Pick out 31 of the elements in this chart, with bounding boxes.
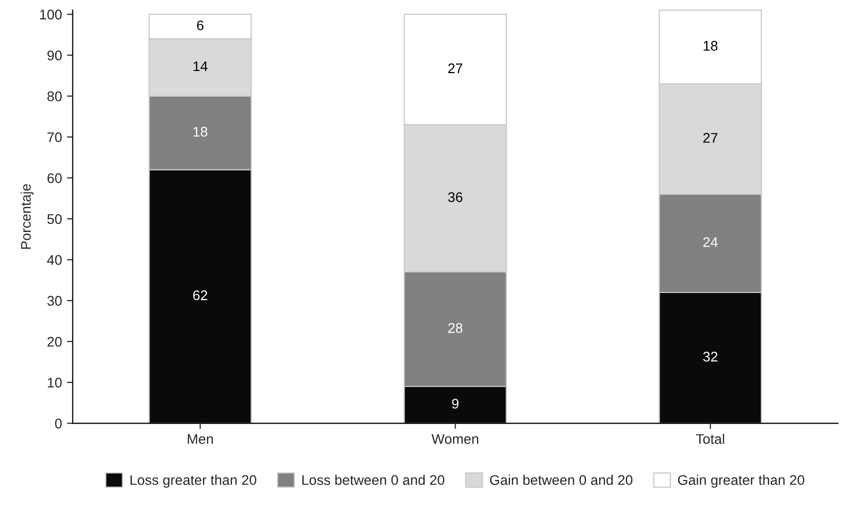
data-label: 18: [704, 40, 718, 51]
y-tick-label: 30: [47, 296, 62, 306]
x-tick-label: Men: [188, 434, 213, 444]
data-label: 27: [448, 63, 462, 74]
data-label: 18: [194, 126, 208, 137]
data-label: 6: [197, 20, 204, 30]
data-label: 24: [703, 237, 718, 247]
y-tick-label: 10: [48, 378, 62, 388]
x-tick-label: Total: [696, 434, 724, 444]
y-tick-label: 100: [40, 10, 62, 20]
data-label: 32: [703, 352, 718, 362]
legend-label: Gain greater than 20: [678, 474, 804, 488]
y-tick-label: 40: [47, 255, 62, 265]
y-tick-label: 70: [48, 132, 62, 142]
legend-label: Loss between 0 and 20: [302, 474, 444, 485]
y-tick-label: 90: [47, 50, 62, 60]
y-tick-label: 50: [47, 214, 62, 224]
y-tick-label: 20: [48, 336, 62, 347]
x-tick-label: Women: [432, 434, 478, 444]
data-label: 36: [448, 192, 462, 202]
y-axis-title: Porcentaje: [20, 184, 34, 249]
y-tick-label: 60: [48, 173, 62, 184]
legend-label: Loss greater than 20: [130, 474, 256, 488]
data-label: 27: [703, 132, 718, 143]
legend-label: Gain between 0 and 20: [490, 474, 632, 485]
data-label: 62: [193, 290, 208, 300]
data-label: 14: [194, 62, 208, 72]
data-label: 9: [452, 398, 458, 409]
y-tick-label: 0: [55, 418, 62, 428]
y-tick-label: 80: [47, 91, 62, 102]
data-label: 28: [448, 323, 462, 333]
